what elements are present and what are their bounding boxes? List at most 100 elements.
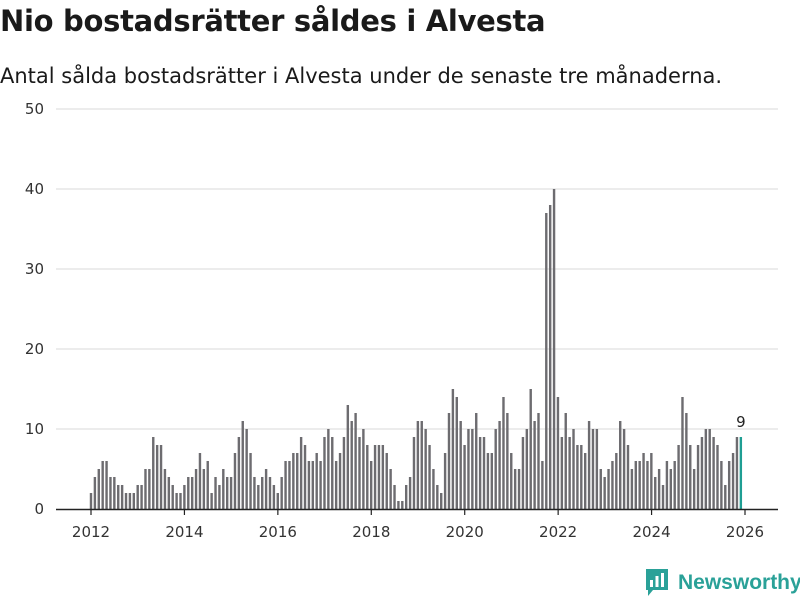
bar — [498, 421, 501, 509]
bar — [113, 477, 116, 509]
chart-subtitle: Antal sålda bostadsrätter i Alvesta unde… — [0, 64, 723, 88]
bar — [175, 493, 178, 509]
bar — [661, 485, 665, 509]
bar-latest — [739, 437, 743, 509]
bar — [428, 445, 431, 509]
bar — [292, 453, 295, 509]
bar — [696, 445, 700, 509]
bar — [619, 421, 622, 509]
bar — [556, 397, 560, 509]
bar — [654, 477, 657, 509]
bar — [257, 485, 260, 509]
x-tick-label: 2018 — [352, 523, 390, 541]
bar — [506, 413, 509, 509]
bar — [338, 453, 342, 509]
bar — [451, 389, 455, 509]
bar — [299, 437, 303, 509]
bar — [389, 469, 392, 509]
bar — [548, 205, 552, 509]
bar — [463, 445, 466, 509]
bar — [478, 437, 482, 509]
y-tick-label: 40 — [25, 180, 44, 198]
bar — [93, 477, 97, 509]
chart-title: Nio bostadsrätter såldes i Alvesta — [0, 4, 546, 38]
bar — [436, 485, 439, 509]
bar — [183, 485, 186, 509]
bar — [591, 429, 595, 509]
newsworthy-logo: Newsworthy — [644, 568, 800, 598]
bar — [369, 461, 373, 509]
bar — [358, 437, 361, 509]
bar — [467, 429, 470, 509]
bar — [716, 445, 719, 509]
bar — [583, 453, 587, 509]
bar — [132, 493, 136, 509]
bar — [416, 421, 420, 509]
bar — [412, 437, 416, 509]
bar — [642, 453, 645, 509]
x-tick-label: 2020 — [446, 523, 484, 541]
bar — [537, 413, 540, 509]
bar-series — [89, 189, 743, 509]
bar — [144, 469, 147, 509]
bar — [233, 453, 237, 509]
bar — [307, 461, 311, 509]
bar — [140, 485, 143, 509]
bar — [471, 429, 474, 509]
bar — [646, 461, 649, 509]
bar — [120, 485, 124, 509]
bar — [249, 453, 252, 509]
x-tick-label: 2012 — [72, 523, 110, 541]
bar — [97, 469, 100, 509]
bar — [615, 453, 618, 509]
y-tick-label: 30 — [25, 260, 44, 278]
bar — [455, 397, 458, 509]
bar — [366, 445, 369, 509]
bar — [712, 437, 715, 509]
bar — [513, 469, 517, 509]
bar — [510, 453, 513, 509]
bar — [486, 453, 490, 509]
bar — [626, 445, 630, 509]
bar — [681, 397, 684, 509]
bar — [155, 445, 159, 509]
bar — [136, 485, 139, 509]
bar — [404, 485, 408, 509]
bar — [564, 413, 567, 509]
bar — [482, 437, 486, 509]
bar — [222, 469, 225, 509]
bar — [420, 421, 423, 509]
bar — [397, 501, 400, 509]
bar — [171, 485, 174, 509]
bar — [163, 469, 167, 509]
bar — [603, 477, 606, 509]
bar — [179, 493, 182, 509]
bar — [599, 469, 602, 509]
bar — [622, 429, 626, 509]
bar — [346, 405, 350, 509]
bar — [148, 469, 151, 509]
bar — [704, 429, 708, 509]
bar — [521, 437, 525, 509]
x-tick-label: 2022 — [539, 523, 577, 541]
bar — [735, 437, 739, 509]
bar — [128, 493, 132, 509]
bar — [354, 413, 357, 509]
bar — [611, 461, 614, 509]
bar-chart-flag-icon — [646, 569, 668, 596]
bar — [327, 429, 330, 509]
bar — [727, 461, 731, 509]
bar — [447, 413, 451, 509]
bar — [315, 453, 318, 509]
bar — [124, 493, 128, 509]
bar — [689, 445, 692, 509]
y-tick-label: 10 — [25, 420, 44, 438]
bar — [669, 469, 673, 509]
bar — [206, 461, 209, 509]
bar — [280, 477, 283, 509]
bar — [552, 189, 556, 509]
bar — [105, 461, 108, 509]
bar — [408, 477, 412, 509]
bar — [685, 413, 688, 509]
bar — [210, 493, 213, 509]
